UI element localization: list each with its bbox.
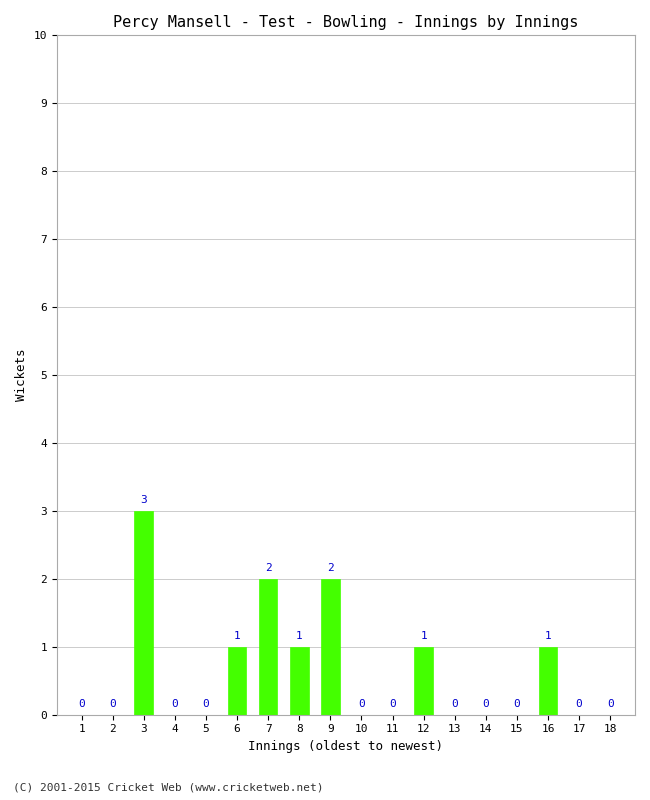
Y-axis label: Wickets: Wickets xyxy=(15,349,28,402)
Text: 0: 0 xyxy=(109,699,116,710)
Text: 0: 0 xyxy=(172,699,178,710)
Text: 0: 0 xyxy=(389,699,396,710)
Text: 0: 0 xyxy=(358,699,365,710)
Text: 0: 0 xyxy=(514,699,520,710)
Title: Percy Mansell - Test - Bowling - Innings by Innings: Percy Mansell - Test - Bowling - Innings… xyxy=(113,15,578,30)
Text: 2: 2 xyxy=(265,563,272,574)
Text: (C) 2001-2015 Cricket Web (www.cricketweb.net): (C) 2001-2015 Cricket Web (www.cricketwe… xyxy=(13,782,324,792)
Bar xyxy=(290,646,309,714)
Bar xyxy=(259,579,278,714)
Text: 0: 0 xyxy=(606,699,614,710)
Text: 0: 0 xyxy=(482,699,489,710)
Text: 1: 1 xyxy=(234,631,240,642)
Text: 0: 0 xyxy=(78,699,85,710)
Bar xyxy=(539,646,557,714)
Text: 0: 0 xyxy=(576,699,582,710)
Bar xyxy=(135,511,153,714)
Bar xyxy=(321,579,340,714)
Bar xyxy=(414,646,433,714)
Text: 2: 2 xyxy=(327,563,333,574)
Text: 0: 0 xyxy=(451,699,458,710)
Text: 0: 0 xyxy=(203,699,209,710)
Bar xyxy=(227,646,246,714)
Text: 1: 1 xyxy=(545,631,551,642)
Text: 3: 3 xyxy=(140,495,147,506)
Text: 1: 1 xyxy=(296,631,303,642)
X-axis label: Innings (oldest to newest): Innings (oldest to newest) xyxy=(248,740,443,753)
Text: 1: 1 xyxy=(421,631,427,642)
